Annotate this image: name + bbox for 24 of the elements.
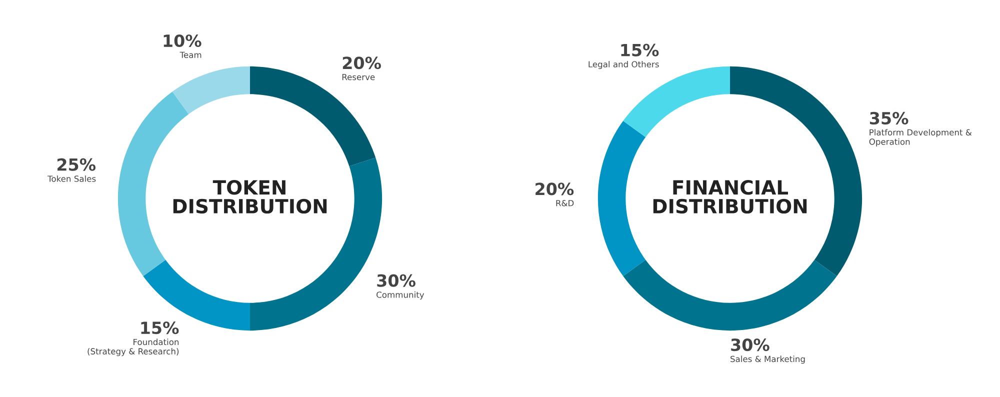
slice-label: Reserve (342, 74, 375, 80)
text: FINANCIAL DISTRIBUTION (653, 180, 807, 214)
data-label: 20% (536, 182, 574, 196)
text: TOKEN DISTRIBUTION (173, 180, 327, 214)
slice-label: Legal and Others (588, 60, 659, 70)
data-label: 15% (141, 322, 179, 334)
donut-slice (172, 66, 250, 114)
slice-label: Team (180, 52, 202, 58)
slice-label: Community (376, 291, 424, 300)
data-label: 30% (731, 338, 770, 352)
slice-label: Sales & Marketing (730, 356, 805, 364)
data-label: 30% (377, 274, 416, 287)
slice-label: Token Sales (48, 175, 96, 182)
donut-slice (623, 66, 730, 138)
data-label: 25% (57, 158, 96, 171)
data-label: 35% (870, 112, 908, 125)
slice-label: Foundation (Strategy & Research) (88, 338, 179, 356)
data-label: 15% (621, 44, 659, 56)
data-label: 10% (164, 34, 202, 48)
donut-slice (598, 120, 646, 276)
data-label: 20% (342, 56, 381, 70)
donut-slice (623, 260, 837, 331)
slice-label: Platform Development & Operation (869, 129, 972, 146)
slice-label: R&D (556, 200, 574, 206)
